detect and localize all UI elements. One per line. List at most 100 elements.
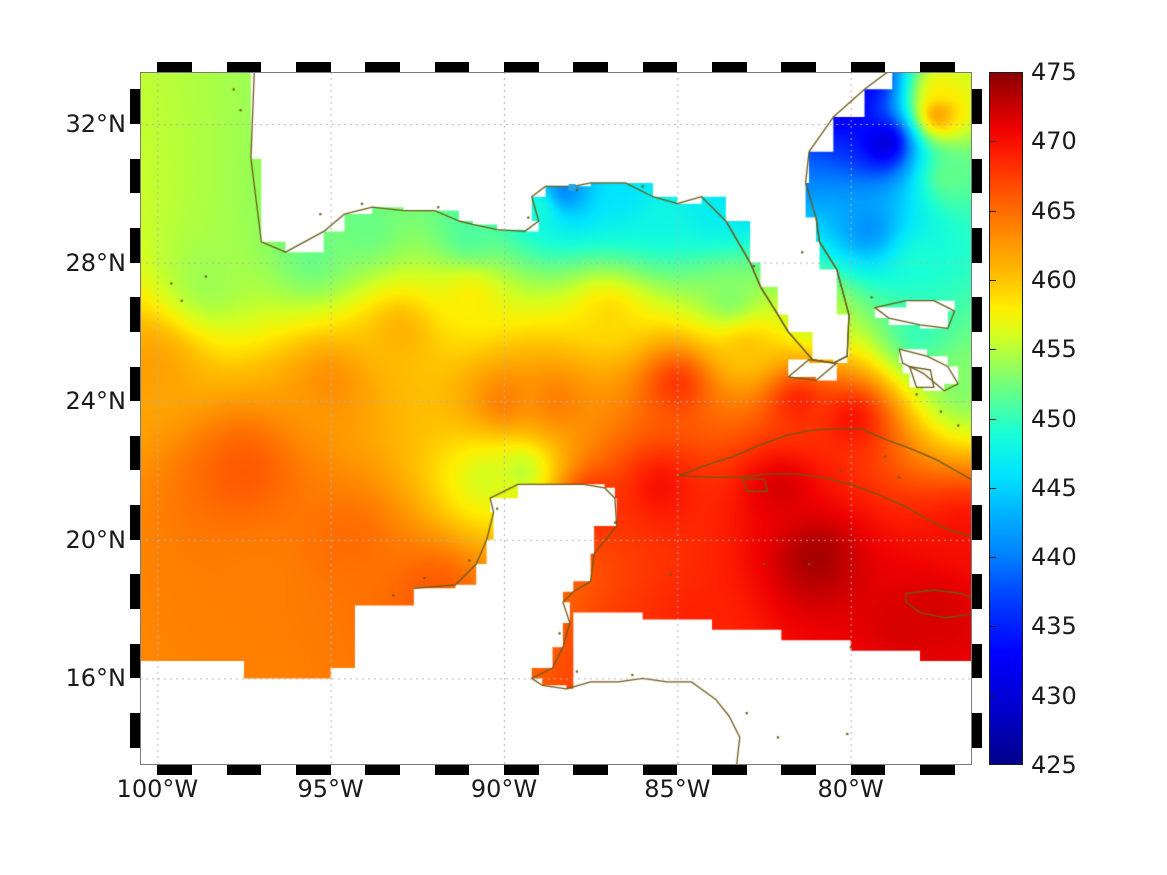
- frame-segment: [504, 62, 539, 72]
- frame-segment: [140, 765, 158, 775]
- frame-segment: [816, 62, 851, 72]
- latitude-tick-label: 32°N: [65, 109, 127, 138]
- frame-segment: [538, 765, 574, 775]
- latitude-tick-label: 24°N: [65, 387, 127, 416]
- frame-segment: [972, 401, 982, 436]
- frame-segment: [130, 643, 140, 679]
- frame-segment: [130, 574, 140, 610]
- frame-segment: [130, 193, 140, 228]
- frame-segment: [504, 765, 539, 775]
- frame-segment: [330, 765, 366, 775]
- frame-segment: [434, 765, 470, 775]
- colorbar-tick: [989, 557, 996, 559]
- frame-segment: [746, 765, 782, 775]
- colorbar-tick: [989, 695, 996, 697]
- frame-segment: [434, 62, 470, 72]
- frame-segment: [954, 765, 972, 775]
- frame-segment: [972, 72, 982, 90]
- frame-segment: [954, 62, 972, 72]
- frame-segment: [130, 158, 140, 194]
- frame-segment: [972, 713, 982, 748]
- frame-segment: [130, 262, 140, 298]
- colorbar-tick-label: 425: [1031, 751, 1077, 779]
- colorbar-tick: [989, 141, 996, 143]
- frame-segment: [972, 435, 982, 471]
- frame-segment: [157, 62, 192, 72]
- frame-segment: [972, 366, 982, 402]
- frame-segment: [642, 62, 678, 72]
- frame-segment: [972, 574, 982, 610]
- frame-segment: [920, 765, 955, 775]
- colorbar-tick-label: 445: [1031, 473, 1077, 502]
- frame-segment: [972, 643, 982, 679]
- frame-segment: [573, 62, 608, 72]
- frame-segment: [538, 62, 574, 72]
- colorbar-tick-label: 460: [1031, 265, 1077, 294]
- frame-segment: [972, 331, 982, 367]
- frame-segment: [261, 62, 296, 72]
- frame-segment: [573, 765, 608, 775]
- frame-segment: [130, 297, 140, 332]
- map-frame-right: [972, 72, 982, 765]
- frame-segment: [972, 193, 982, 228]
- frame-segment: [330, 62, 366, 72]
- colorbar-tick-label: 465: [1031, 196, 1077, 225]
- frame-segment: [972, 158, 982, 194]
- frame-segment: [140, 62, 158, 72]
- heatmap-canvas: [140, 72, 972, 765]
- frame-segment: [365, 765, 400, 775]
- frame-segment: [781, 62, 816, 72]
- colorbar-tick: [989, 626, 996, 628]
- frame-segment: [192, 62, 227, 72]
- colorbar-tick-label: 455: [1031, 335, 1077, 364]
- frame-segment: [850, 765, 886, 775]
- frame-segment: [972, 470, 982, 506]
- colorbar-tick-label: 450: [1031, 404, 1077, 433]
- frame-segment: [192, 765, 227, 775]
- frame-segment: [226, 62, 262, 72]
- map-frame-bottom: [140, 765, 972, 775]
- map-frame-top: [140, 62, 972, 72]
- frame-segment: [130, 539, 140, 575]
- frame-segment: [130, 435, 140, 471]
- frame-segment: [261, 765, 296, 775]
- frame-segment: [130, 366, 140, 402]
- frame-segment: [608, 62, 643, 72]
- frame-segment: [226, 765, 262, 775]
- frame-segment: [130, 747, 140, 765]
- frame-segment: [130, 505, 140, 540]
- frame-segment: [816, 765, 851, 775]
- frame-segment: [885, 765, 920, 775]
- frame-segment: [885, 62, 920, 72]
- colorbar-tick: [989, 418, 996, 420]
- frame-segment: [365, 62, 400, 72]
- latitude-tick-label: 16°N: [65, 664, 127, 693]
- frame-segment: [972, 227, 982, 263]
- longitude-tick-label: 80°W: [817, 775, 884, 803]
- frame-segment: [130, 713, 140, 748]
- latitude-tick-label: 28°N: [65, 248, 127, 277]
- frame-segment: [296, 62, 331, 72]
- frame-segment: [130, 678, 140, 714]
- frame-segment: [920, 62, 955, 72]
- frame-segment: [972, 89, 982, 124]
- colorbar-tick-label: 440: [1031, 543, 1077, 572]
- latitude-tick-label: 20°N: [65, 525, 127, 554]
- colorbar-tick-label: 470: [1031, 127, 1077, 156]
- longitude-tick-label: 85°W: [644, 775, 711, 803]
- frame-segment: [746, 62, 782, 72]
- frame-segment: [781, 765, 816, 775]
- map-plot-area[interactable]: [140, 72, 972, 765]
- frame-segment: [130, 609, 140, 644]
- frame-segment: [972, 678, 982, 714]
- frame-segment: [130, 89, 140, 124]
- colorbar-tick-label: 475: [1031, 58, 1077, 86]
- colorbar-tick: [989, 487, 996, 489]
- colorbar-tick-label: 430: [1031, 681, 1077, 710]
- frame-segment: [157, 765, 192, 775]
- frame-segment: [296, 765, 331, 775]
- colorbar-tick: [989, 279, 996, 281]
- longitude-tick-label: 95°W: [297, 775, 364, 803]
- frame-segment: [972, 609, 982, 644]
